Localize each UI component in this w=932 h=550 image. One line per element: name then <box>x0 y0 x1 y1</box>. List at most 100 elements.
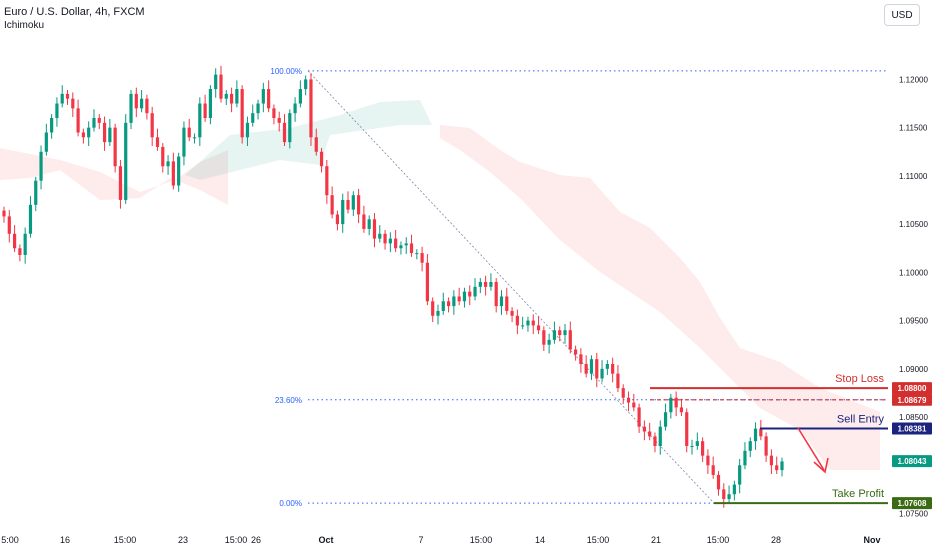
candle-body <box>351 195 355 210</box>
candle-body <box>642 426 646 432</box>
price-tick-label: 1.12000 <box>899 75 928 84</box>
candle-body <box>7 216 11 234</box>
candle-body <box>394 238 398 249</box>
candle-body <box>71 98 75 109</box>
candle-body <box>235 89 239 104</box>
candle-body <box>510 310 514 316</box>
candle-body <box>558 330 562 336</box>
candle-body <box>436 310 440 316</box>
time-tick-label: 15:00 <box>470 535 493 545</box>
candle-body <box>738 465 742 485</box>
time-tick-label: 26 <box>251 535 261 545</box>
fib-trend-line <box>307 70 715 504</box>
candle-body <box>261 89 265 104</box>
candle-body <box>129 93 133 123</box>
price-badge-label: 1.07608 <box>898 499 927 508</box>
candle-body <box>743 450 747 466</box>
candle-body <box>92 118 96 128</box>
candle-body <box>679 407 684 413</box>
candle-body <box>81 132 85 138</box>
time-tick-label: 5:00 <box>1 535 19 545</box>
candle-body <box>28 204 33 234</box>
price-badge-label: 1.08043 <box>898 457 927 466</box>
candle-body <box>208 89 213 118</box>
currency-button[interactable]: USD <box>884 4 920 26</box>
candle-body <box>293 103 297 114</box>
candle-body <box>547 339 551 345</box>
candle-body <box>420 253 424 263</box>
candle-body <box>409 243 414 254</box>
candle-body <box>457 296 461 302</box>
candle-body <box>716 474 721 490</box>
candle-body <box>161 146 165 167</box>
time-tick-label: 21 <box>651 535 661 545</box>
candle-body <box>473 286 477 297</box>
candle-body <box>44 132 48 152</box>
candle-body <box>187 127 191 138</box>
candle-body <box>87 127 91 138</box>
candle-body <box>155 137 160 147</box>
candle-body <box>60 93 64 104</box>
fib-level-label: 23.60% <box>275 396 302 405</box>
cloud-bullish <box>185 100 432 180</box>
candle-body <box>764 436 768 456</box>
candle-body <box>356 195 361 215</box>
candle-body <box>229 93 234 104</box>
candle-body <box>685 412 689 446</box>
sell-entry-label: Sell Entry <box>837 414 885 426</box>
candle-body <box>55 103 59 118</box>
cloud-bearish <box>0 148 228 205</box>
candle-body <box>701 441 705 456</box>
candle-body <box>780 461 784 471</box>
candle-body <box>753 428 758 442</box>
arrow-down-icon <box>797 427 825 471</box>
candle-body <box>150 113 154 138</box>
candle-body <box>552 330 557 340</box>
candle-body <box>298 89 302 104</box>
time-tick-label: 14 <box>535 535 545 545</box>
candle-body <box>330 195 334 215</box>
candle-body <box>102 122 107 143</box>
candle-body <box>431 301 435 316</box>
candle-body <box>531 320 535 326</box>
time-tick-label: 15:00 <box>114 535 137 545</box>
candle-body <box>468 291 472 297</box>
candle-body <box>18 248 22 255</box>
candle-body <box>145 98 149 114</box>
candle-body <box>759 428 763 437</box>
price-tick-label: 1.09000 <box>899 365 928 374</box>
stop-loss-label: Stop Loss <box>835 373 884 385</box>
cloud-bearish <box>440 125 880 470</box>
candle-body <box>118 166 123 200</box>
candle-body <box>256 103 260 114</box>
time-tick-label: 7 <box>418 535 423 545</box>
candle-body <box>462 291 467 302</box>
price-badge <box>892 455 932 468</box>
candle-body <box>621 388 625 398</box>
candle-body <box>251 113 255 123</box>
candle-body <box>478 282 482 287</box>
price-tick-label: 1.11000 <box>899 172 928 181</box>
candle-body <box>267 89 271 109</box>
candle-body <box>626 397 631 403</box>
candle-body <box>563 330 567 336</box>
candle-body <box>113 127 117 167</box>
candle-body <box>245 122 250 138</box>
candle-body <box>616 373 620 389</box>
candle-body <box>76 108 80 133</box>
candle-body <box>748 441 752 451</box>
candle-body <box>277 118 281 123</box>
candle-body <box>214 74 218 90</box>
candle-body <box>632 402 636 408</box>
candle-body <box>521 325 525 327</box>
candle-body <box>140 98 144 109</box>
time-tick-label: 15:00 <box>707 535 730 545</box>
time-tick-label: 16 <box>60 535 70 545</box>
price-badge <box>892 393 932 406</box>
time-tick-label: Nov <box>863 535 880 545</box>
candle-body <box>378 233 382 239</box>
candle-body <box>669 397 673 413</box>
chart-title: Euro / U.S. Dollar, 4h, FXCM <box>4 6 145 18</box>
time-tick-label: 23 <box>178 535 188 545</box>
